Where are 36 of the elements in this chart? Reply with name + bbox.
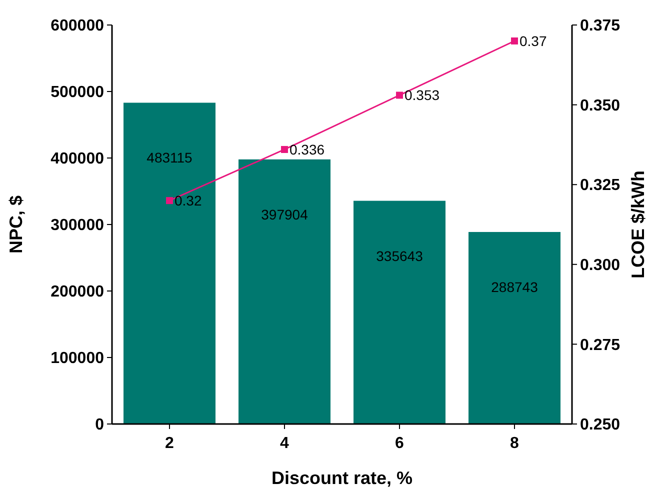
data-label: 335643 [376, 248, 424, 264]
y2-tick-label: 0.350 [580, 97, 620, 114]
point [511, 37, 518, 44]
data-label: 483115 [146, 150, 193, 166]
x-tick-label: 6 [395, 435, 404, 452]
bar [468, 232, 560, 424]
x-tick-label: 8 [510, 435, 520, 452]
data-label: 0.32 [174, 192, 202, 209]
point [281, 146, 288, 153]
y2-tick-label: 0.325 [580, 177, 620, 194]
y-tick-label: 500000 [50, 84, 104, 102]
y2-tick-label: 0.250 [580, 416, 620, 434]
y-tick-label: 100000 [50, 350, 104, 368]
y-axis-title: NPC, $ [6, 195, 26, 254]
bar [124, 102, 216, 424]
bar [238, 159, 330, 424]
y-tick-label: 0 [95, 416, 104, 434]
y-tick-label: 600000 [50, 18, 104, 35]
data-label: 397904 [261, 206, 308, 222]
x-axis-title: Discount rate, % [271, 468, 413, 488]
point [166, 197, 173, 204]
data-label: 0.336 [290, 141, 325, 158]
y-tick-label: 400000 [50, 150, 104, 168]
x-tick-label: 4 [280, 435, 290, 452]
y2-tick-label: 0.275 [580, 336, 620, 354]
bar [354, 200, 446, 424]
data-label: 0.353 [404, 87, 440, 104]
data-label: 0.37 [520, 32, 547, 49]
y2-tick-label: 0.375 [580, 18, 620, 35]
x-tick-label: 2 [165, 435, 174, 452]
y-tick-label: 300000 [50, 217, 104, 234]
y2-axis-title: LCOE $/kWh [628, 170, 648, 279]
y2-tick-label: 0.300 [580, 257, 620, 274]
data-label: 288743 [491, 278, 538, 295]
point [396, 92, 403, 99]
y-tick-label: 200000 [50, 284, 104, 301]
